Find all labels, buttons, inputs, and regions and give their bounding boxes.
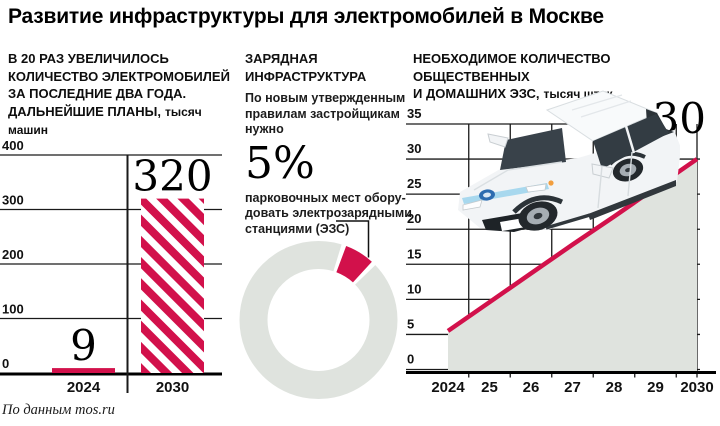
y-tick-label: 30 xyxy=(407,141,421,156)
bar-2030 xyxy=(141,198,204,373)
axis-unit-label: тысяч машин xyxy=(8,104,202,138)
car-illustration xyxy=(458,90,680,232)
bar-2024 xyxy=(52,368,115,373)
body-line: По новым утвержденным xyxy=(245,91,406,105)
ev-count-bar-chart: 0 100 200 300 400 9 2024 320 2030 xyxy=(0,138,222,396)
bar-value-label: 9 xyxy=(70,321,97,370)
source-note: По данным mos.ru xyxy=(2,402,115,418)
x-tick-label: 28 xyxy=(606,379,623,396)
donut-slice-5pct xyxy=(335,246,372,283)
charging-share-donut-chart xyxy=(239,220,398,399)
y-tick-label: 300 xyxy=(2,193,24,208)
car-mirror xyxy=(487,133,509,148)
body-line: довать электрозарядными xyxy=(245,206,412,220)
y-tick-label: 20 xyxy=(407,211,421,226)
y-tick-label: 35 xyxy=(407,106,421,121)
car-headlight xyxy=(462,199,483,211)
area-fill xyxy=(448,159,697,371)
y-tick-label: 0 xyxy=(407,352,414,367)
heading-line: ЗА ПОСЛЕДНИЕ ДВА ГОДА. xyxy=(8,86,187,101)
car-mirror xyxy=(591,163,614,179)
body-line: станциями (ЭЗС) xyxy=(245,221,350,236)
heading-line: ДАЛЬНЕЙШИЕ ПЛАНЫ, тысяч машин xyxy=(8,103,202,138)
car-logo xyxy=(479,189,495,201)
body-line: правилам застройщикам xyxy=(245,106,400,121)
x-tick-label: 2030 xyxy=(680,379,713,396)
donut-ring xyxy=(239,241,398,399)
x-tick-label: 29 xyxy=(647,379,664,396)
y-tick-label: 15 xyxy=(407,246,421,261)
y-tick-label: 25 xyxy=(407,176,421,191)
x-tick-label: 2030 xyxy=(156,379,189,396)
bar-value-label: 320 xyxy=(132,152,212,201)
heading-line: НЕОБХОДИМОЕ КОЛИЧЕСТВО ОБЩЕСТВЕННЫХ xyxy=(413,51,611,84)
heading-line: КОЛИЧЕСТВО ЭЛЕКТРОМОБИЛЕЙ xyxy=(8,68,230,84)
heading-line: В 20 РАЗ УВЕЛИЧИЛОСЬ xyxy=(8,51,169,66)
x-tick-label: 2024 xyxy=(67,379,101,396)
car-windshield xyxy=(500,128,566,170)
car-marker-light xyxy=(548,180,554,186)
car-headlight xyxy=(525,183,547,193)
x-tick-label: 2024 xyxy=(431,379,465,396)
car-rear-wheel xyxy=(612,158,644,182)
big-value-5pct: 5% xyxy=(245,137,315,189)
body-line: нужно xyxy=(245,122,284,136)
car-front-wheel xyxy=(518,201,558,231)
right-chart-heading: НЕОБХОДИМОЕ КОЛИЧЕСТВО ОБЩЕСТВЕННЫХ И ДО… xyxy=(413,50,713,104)
y-tick-label: 200 xyxy=(2,247,24,262)
left-chart-heading: В 20 РАЗ УВЕЛИЧИЛОСЬ КОЛИЧЕСТВО ЭЛЕКТРОМ… xyxy=(8,50,233,140)
y-tick-label: 10 xyxy=(407,281,421,296)
body-line: парковочных мест обору- xyxy=(245,190,406,205)
y-tick-label: 0 xyxy=(2,356,9,371)
x-tick-label: 26 xyxy=(523,379,540,396)
x-tick-label: 25 xyxy=(481,379,498,396)
page-title: Развитие инфраструктуры для электромобил… xyxy=(8,5,604,28)
heading-line: ЗАРЯДНАЯ xyxy=(245,51,318,66)
heading-line: ИНФРАСТРУКТУРА xyxy=(245,68,367,84)
x-tick-label: 27 xyxy=(564,379,581,396)
y-tick-label: 5 xyxy=(407,316,414,331)
callout-connector xyxy=(336,220,370,258)
y-tick-label: 400 xyxy=(2,138,24,153)
charging-infra-block: ЗАРЯДНАЯ ИНФРАСТРУКТУРА По новым утвержд… xyxy=(245,50,417,237)
y-tick-label: 100 xyxy=(2,302,24,317)
